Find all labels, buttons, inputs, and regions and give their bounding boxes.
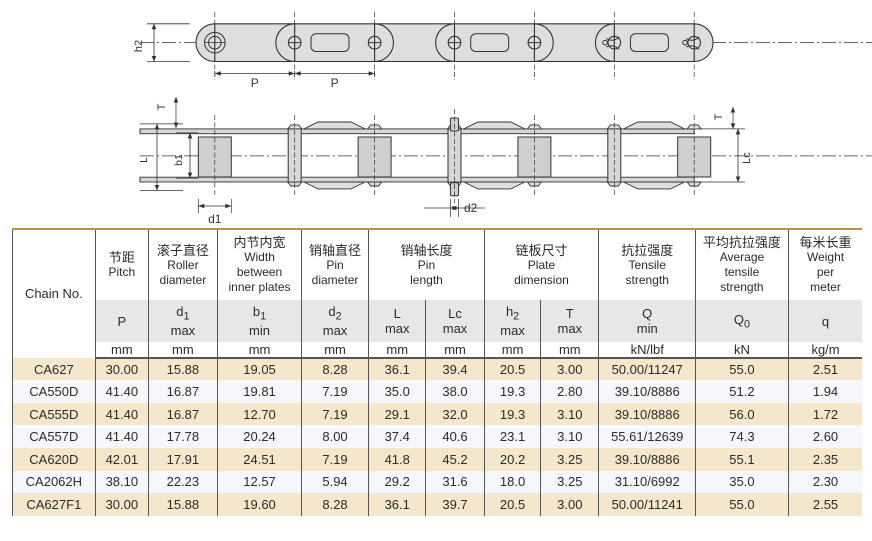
svg-text:d1: d1 <box>208 212 222 226</box>
svg-text:T: T <box>713 113 725 120</box>
svg-text:Lc: Lc <box>741 152 753 164</box>
svg-text:P: P <box>251 76 259 90</box>
svg-text:P: P <box>331 76 339 90</box>
svg-text:b1: b1 <box>173 154 185 166</box>
svg-text:d2: d2 <box>464 201 478 215</box>
svg-text:T: T <box>156 103 168 110</box>
svg-text:h2: h2 <box>133 40 145 52</box>
svg-text:L: L <box>138 157 150 163</box>
